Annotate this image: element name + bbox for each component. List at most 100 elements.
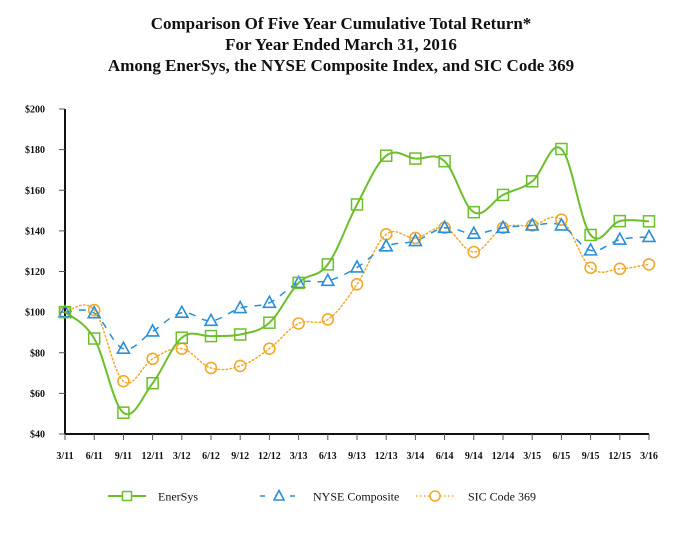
data-point-sic-code-369 bbox=[613, 262, 627, 276]
x-tick-label: 6/14 bbox=[436, 451, 454, 462]
data-point-sic-code-369 bbox=[409, 231, 422, 245]
x-tick-label: 9/15 bbox=[582, 451, 600, 462]
x-tick-label: 9/13 bbox=[348, 451, 366, 462]
series-lines bbox=[64, 146, 650, 416]
data-point-enersys bbox=[467, 205, 481, 219]
data-point-nyse-composite bbox=[203, 312, 219, 327]
y-tick-label: $200 bbox=[25, 105, 45, 116]
data-point-sic-code-369 bbox=[146, 352, 159, 366]
x-tick-label: 9/11 bbox=[115, 451, 132, 462]
data-point-sic-code-369 bbox=[642, 258, 656, 271]
data-point-sic-code-369 bbox=[350, 277, 364, 291]
y-tick-label: $60 bbox=[30, 389, 45, 400]
legend-label: NYSE Composite bbox=[313, 490, 399, 504]
data-point-nyse-composite bbox=[57, 303, 73, 318]
legend: EnerSys NYSE Composite SIC Code 369 bbox=[108, 488, 536, 504]
data-point-nyse-composite bbox=[612, 231, 628, 245]
data-point-enersys bbox=[613, 214, 627, 228]
data-point-nyse-composite bbox=[437, 219, 452, 234]
data-point-nyse-composite bbox=[408, 232, 423, 247]
y-tick-label: $80 bbox=[30, 348, 45, 359]
data-point-enersys bbox=[496, 188, 510, 202]
data-point-enersys bbox=[263, 316, 276, 329]
x-tick-label: 6/11 bbox=[86, 451, 103, 462]
data-point-nyse-composite bbox=[641, 228, 657, 243]
data-point-sic-code-369 bbox=[584, 261, 597, 275]
x-tick-label: 6/15 bbox=[553, 451, 571, 462]
x-tick-label: 3/11 bbox=[56, 451, 73, 462]
data-point-enersys bbox=[175, 331, 189, 344]
data-point-nyse-composite bbox=[116, 340, 131, 354]
data-point-sic-code-369 bbox=[292, 317, 305, 330]
data-point-nyse-composite bbox=[349, 259, 365, 273]
series-line-enersys bbox=[64, 146, 650, 416]
legend-square-icon bbox=[121, 490, 133, 502]
y-tick-label: $180 bbox=[25, 145, 45, 156]
data-point-sic-code-369 bbox=[467, 245, 481, 259]
data-point-nyse-composite bbox=[291, 274, 306, 289]
data-point-sic-code-369 bbox=[555, 213, 568, 227]
data-point-enersys bbox=[379, 149, 393, 162]
y-tick-label: $140 bbox=[25, 226, 45, 237]
x-tick-label: 3/15 bbox=[523, 451, 541, 462]
data-point-nyse-composite bbox=[524, 217, 540, 231]
x-tick-label: 12/15 bbox=[608, 451, 631, 462]
data-point-enersys bbox=[525, 175, 539, 188]
x-tick-label: 6/12 bbox=[202, 451, 220, 462]
data-point-nyse-composite bbox=[320, 272, 336, 287]
series-line-sic-code-369 bbox=[64, 216, 650, 384]
data-point-nyse-composite bbox=[174, 304, 190, 319]
data-point-nyse-composite bbox=[86, 304, 102, 319]
data-point-nyse-composite bbox=[495, 219, 511, 234]
data-point-enersys bbox=[233, 328, 247, 341]
data-point-enersys bbox=[321, 258, 335, 271]
data-point-sic-code-369 bbox=[87, 303, 101, 317]
data-point-nyse-composite bbox=[583, 242, 598, 256]
data-point-enersys bbox=[584, 228, 597, 242]
axes: $40 $60 $80 $100 $120 $140 $160 $180 $200 3/11 6/1… bbox=[25, 105, 658, 463]
data-point-enersys bbox=[117, 406, 130, 419]
chart-subtitle: For Year Ended March 31, 2016 bbox=[225, 35, 457, 54]
x-tick-label: 9/14 bbox=[465, 451, 483, 462]
x-tick-label: 12/12 bbox=[258, 451, 281, 462]
data-point-sic-code-369 bbox=[117, 374, 130, 388]
data-point-sic-code-369 bbox=[204, 361, 218, 375]
data-point-sic-code-369 bbox=[321, 313, 335, 326]
data-point-enersys bbox=[555, 142, 568, 156]
legend-label: EnerSys bbox=[158, 490, 198, 504]
data-point-enersys bbox=[642, 215, 656, 228]
chart-subtitle-2: Among EnerSys, the NYSE Composite Index,… bbox=[107, 56, 575, 75]
y-tick-label: $40 bbox=[30, 430, 45, 441]
x-tick-label: 3/13 bbox=[290, 451, 308, 462]
data-point-enersys bbox=[58, 305, 72, 319]
data-point-enersys bbox=[438, 154, 451, 168]
data-point-nyse-composite bbox=[378, 238, 394, 252]
x-tick-label: 12/13 bbox=[375, 451, 398, 462]
legend-circle-icon bbox=[429, 490, 441, 502]
legend-label: SIC Code 369 bbox=[468, 490, 536, 504]
x-tick-label: 6/13 bbox=[319, 451, 337, 462]
data-point-nyse-composite bbox=[145, 323, 160, 337]
data-point-enersys bbox=[409, 152, 422, 165]
x-tick-label: 3/14 bbox=[407, 451, 425, 462]
x-tick-label: 9/12 bbox=[231, 451, 249, 462]
x-tick-label: 3/16 bbox=[640, 451, 658, 462]
data-point-nyse-composite bbox=[554, 217, 569, 231]
y-tick-label: $120 bbox=[25, 267, 45, 278]
data-point-sic-code-369 bbox=[233, 359, 247, 373]
data-point-nyse-composite bbox=[232, 299, 248, 314]
data-point-nyse-composite bbox=[466, 225, 482, 240]
data-point-enersys bbox=[87, 332, 101, 345]
x-tick-label: 12/11 bbox=[141, 451, 163, 462]
data-point-enersys bbox=[146, 376, 159, 390]
y-tick-label: $100 bbox=[25, 308, 45, 319]
data-point-enersys bbox=[292, 276, 305, 290]
y-tick-label: $160 bbox=[25, 186, 45, 197]
data-point-sic-code-369 bbox=[263, 342, 276, 355]
x-tick-label: 12/14 bbox=[492, 451, 515, 462]
chart-title: Comparison Of Five Year Cumulative Total… bbox=[150, 14, 532, 33]
data-point-enersys bbox=[350, 198, 364, 211]
data-point-nyse-composite bbox=[262, 294, 277, 309]
legend-triangle-icon bbox=[272, 488, 286, 501]
x-tick-label: 3/12 bbox=[173, 451, 191, 462]
